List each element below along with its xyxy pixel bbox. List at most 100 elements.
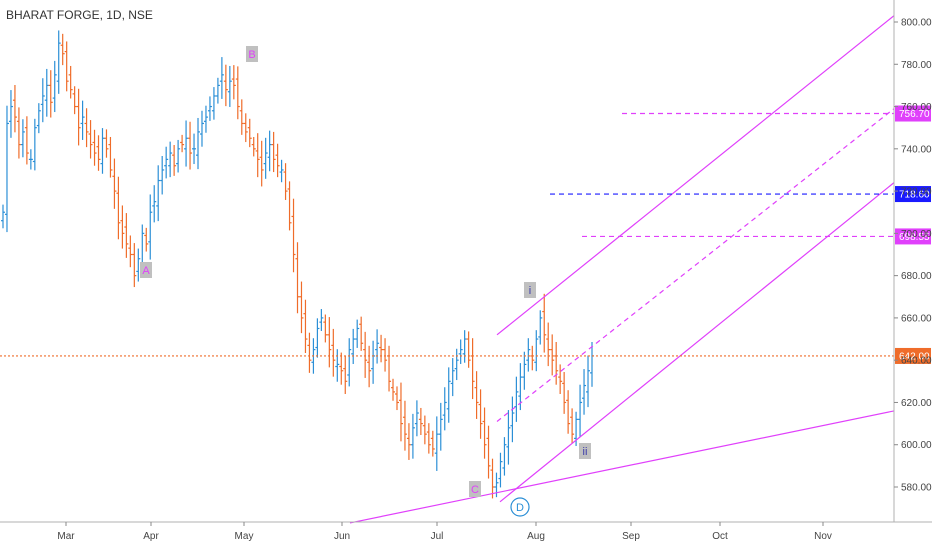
ohlc-bar [410, 413, 415, 459]
ohlc-bar [24, 116, 29, 165]
ohlc-bar [355, 319, 360, 348]
ohlc-bar [136, 248, 141, 282]
ohlc-bar [239, 99, 244, 135]
ohlc-bar [402, 400, 407, 451]
ohlc-bar [347, 338, 352, 387]
ohlc-bar [164, 146, 169, 179]
wave-label: C [471, 484, 479, 496]
ohlc-bar [562, 372, 567, 414]
ohlc-bar [586, 355, 591, 408]
ohlc-bar [219, 57, 224, 99]
ohlc-bar [16, 107, 21, 159]
ohlc-bar [148, 194, 153, 260]
x-tick-label: Mar [57, 531, 75, 542]
ohlc-bar [582, 369, 587, 415]
ohlc-bar [80, 100, 85, 140]
ohlc-bar [442, 387, 447, 431]
ohlc-bar [331, 328, 336, 377]
ohlc-bar [112, 158, 117, 209]
ohlc-bar [255, 133, 260, 178]
ohlc-bar [530, 345, 535, 371]
ohlc-bar [578, 384, 583, 438]
ohlc-bar [160, 156, 165, 195]
ohlc-bar [394, 386, 399, 411]
ohlc-bar [418, 407, 423, 436]
ohlc-bar [172, 145, 177, 176]
ohlc-bar [251, 136, 256, 157]
ohlc-bar [590, 342, 594, 387]
axes: 800.00 780.00 760.00 740.00 720.00 700.00 680.… [0, 0, 932, 542]
ohlc-bar [327, 317, 332, 368]
ohlc-bar [1, 204, 5, 229]
ohlc-bar [534, 330, 539, 372]
ohlc-bar [486, 425, 491, 479]
ohlc-bar [434, 416, 439, 471]
ohlc-bar [478, 389, 483, 439]
ohlc-bar [518, 363, 523, 411]
ohlc-bar [32, 118, 37, 171]
ohlc-bar [470, 338, 475, 400]
ohlc-bar [391, 378, 396, 401]
ohlc-bar [526, 338, 531, 372]
ohlc-bar [522, 351, 527, 390]
ohlc-bar [367, 345, 372, 388]
ohlc-bar [36, 103, 41, 134]
wave-box [579, 443, 591, 459]
ohlc-bar [100, 128, 105, 174]
ohlc-bar [438, 402, 443, 451]
ohlc-bar [502, 437, 507, 476]
wave-box [469, 481, 481, 497]
ohlc-bar [176, 139, 181, 173]
ohlc-bar [546, 322, 551, 367]
price-tag-label: 718.60 [899, 190, 930, 201]
price-tag-label: 642.00 [899, 351, 930, 362]
y-tick-label: 760.00 [901, 102, 932, 113]
y-tick-label: 740.00 [901, 144, 932, 155]
y-tick-label: 720.00 [901, 187, 932, 198]
ohlc-bar [207, 96, 212, 121]
ohlc-bar [359, 316, 364, 351]
wave-box [524, 282, 536, 298]
ohlc-bar [343, 355, 348, 394]
ohlc-bar [570, 408, 575, 444]
ohlc-bar [243, 113, 248, 143]
ohlc-bar [363, 331, 368, 378]
price-tag-label: 756.70 [899, 109, 930, 120]
ohlc-bar [263, 137, 268, 179]
ohlc-bar [188, 121, 193, 170]
ohlc-bar [84, 108, 89, 148]
ohlc-bar [498, 452, 503, 488]
ohlc-bar [482, 407, 487, 459]
price-tag-label: 698.55 [899, 232, 930, 243]
y-tick-label: 620.00 [901, 398, 932, 409]
price-levels: 756.70 718.60 698.55 642.00 [0, 105, 931, 364]
wave-label: D [516, 502, 524, 514]
ohlc-bar [144, 227, 149, 252]
ohlc-bar [458, 339, 463, 364]
ohlc-bar [335, 349, 340, 382]
ohlc-bar [56, 30, 61, 94]
ohlc-bar [506, 410, 511, 465]
price-tag [895, 186, 931, 203]
ohlc-bar [351, 328, 356, 364]
ohlc-bar [247, 118, 252, 148]
ohlc-bar [383, 338, 388, 372]
ohlc-bar [4, 105, 9, 233]
ohlc-bar [152, 185, 157, 223]
ohlc-bar [279, 159, 284, 183]
ohlc-bar [542, 293, 547, 353]
wave-box [246, 46, 258, 62]
ohlc-bar [8, 90, 13, 138]
x-tick-label: Jul [431, 531, 444, 542]
x-tick-label: Jun [334, 531, 350, 542]
base-trendline [349, 410, 895, 524]
ohlc-bar [96, 135, 101, 171]
ohlc-bar [52, 60, 57, 113]
ohlc-bar [64, 41, 69, 92]
y-tick-label: 660.00 [901, 313, 932, 324]
ohlc-bar [184, 120, 189, 167]
ohlc-bar [510, 396, 515, 443]
